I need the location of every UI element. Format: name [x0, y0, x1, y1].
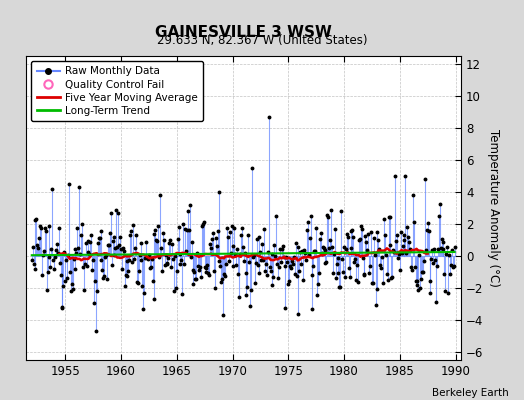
Legend: Raw Monthly Data, Quality Control Fail, Five Year Moving Average, Long-Term Tren: Raw Monthly Data, Quality Control Fail, … [31, 61, 203, 121]
Text: Berkeley Earth: Berkeley Earth [432, 388, 508, 398]
Y-axis label: Temperature Anomaly (°C): Temperature Anomaly (°C) [487, 129, 500, 287]
Title: GAINESVILLE 3 WSW: GAINESVILLE 3 WSW [155, 24, 332, 40]
Text: 29.633 N, 82.367 W (United States): 29.633 N, 82.367 W (United States) [157, 34, 367, 47]
